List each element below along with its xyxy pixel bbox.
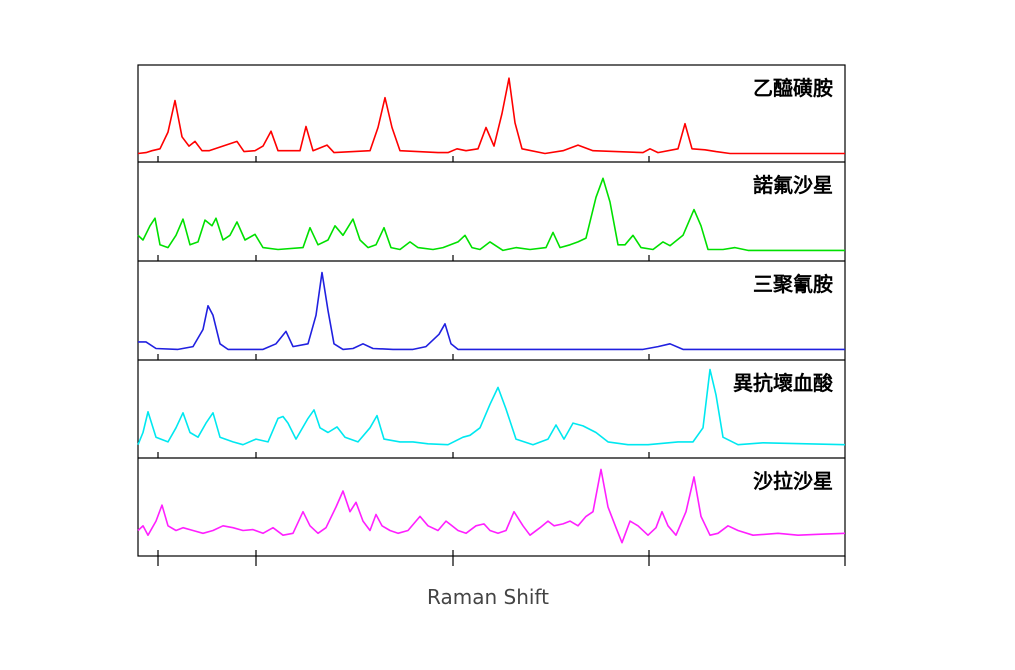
x-axis-label: Raman Shift — [427, 585, 549, 609]
panel-label: 乙醯磺胺 — [753, 76, 833, 100]
plot-border — [137, 64, 846, 557]
panel-label: 異抗壞血酸 — [733, 371, 834, 395]
spectrum-line — [137, 368, 846, 446]
spectrum-line — [138, 271, 845, 351]
panel-label: 三聚氰胺 — [753, 272, 833, 296]
spectrum-line — [137, 468, 846, 544]
spectrum-line — [137, 77, 845, 155]
panel-label: 諾氟沙星 — [753, 173, 833, 197]
panel-label: 沙拉沙星 — [753, 469, 833, 493]
spectrum-line — [137, 177, 845, 252]
